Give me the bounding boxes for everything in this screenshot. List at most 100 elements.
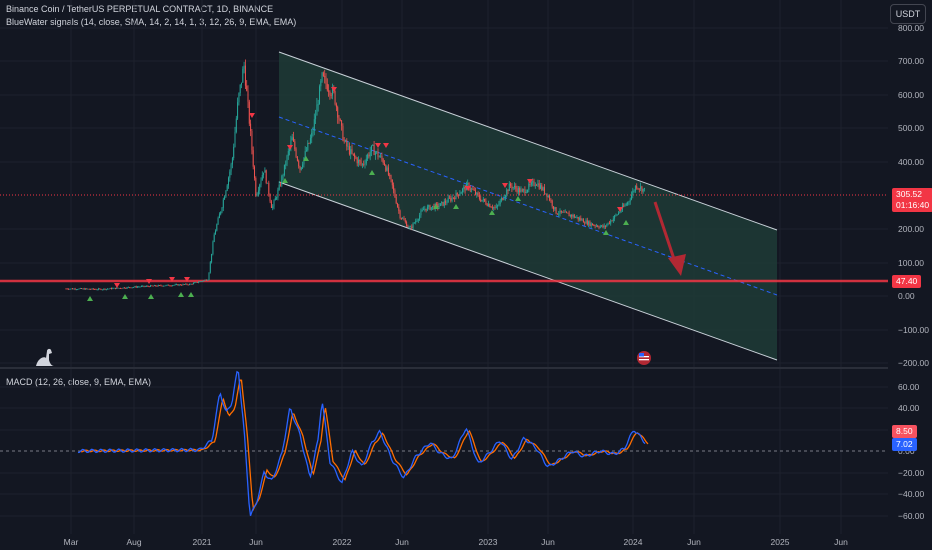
channel-lower-line[interactable] xyxy=(278,181,778,361)
currency-button[interactable]: USDT xyxy=(890,4,926,24)
candle-body xyxy=(575,217,577,219)
candle-body xyxy=(571,214,573,217)
candle-body xyxy=(519,188,521,193)
candle-body xyxy=(199,281,201,283)
candle-body xyxy=(420,211,422,216)
candle-body xyxy=(126,287,128,289)
candle-body xyxy=(269,194,271,202)
candle-body xyxy=(378,156,380,158)
candle-body xyxy=(601,225,603,227)
candle-body xyxy=(508,183,510,192)
candle-body xyxy=(430,207,432,210)
candle-body xyxy=(350,149,352,155)
candle-body xyxy=(198,282,200,283)
price-axis[interactable]: 800.00 700.00 600.00 500.00 400.00 200.0… xyxy=(892,0,932,368)
candle-body xyxy=(191,283,193,285)
candle-body xyxy=(413,222,415,224)
candle-body xyxy=(524,189,526,193)
macd-line[interactable] xyxy=(77,370,646,517)
channel-upper-line[interactable] xyxy=(278,51,778,231)
candle-body xyxy=(202,281,203,282)
candle-body xyxy=(441,201,443,204)
candle-body xyxy=(562,211,564,213)
candle-body xyxy=(111,288,112,289)
candle-body xyxy=(437,203,439,208)
time-tick: Mar xyxy=(63,537,79,547)
candle-body xyxy=(460,192,462,194)
candle-body xyxy=(320,81,322,87)
candle-body xyxy=(402,218,404,220)
candle-body xyxy=(229,171,231,178)
candle-body xyxy=(454,197,456,200)
candle-body xyxy=(87,288,89,290)
candle-body xyxy=(486,204,488,206)
last-price-value: 305.52 xyxy=(896,189,922,199)
candle-body xyxy=(251,131,253,151)
macd-signal-tag: 8.50 xyxy=(892,425,917,438)
candle-body xyxy=(516,188,518,193)
candle-body xyxy=(553,206,554,210)
candle-body xyxy=(304,151,306,158)
candle-body xyxy=(270,201,272,208)
candle-body xyxy=(124,287,125,289)
time-tick: 2021 xyxy=(192,537,212,547)
candle-body xyxy=(502,198,504,200)
candle-body xyxy=(200,281,202,282)
candle-body xyxy=(246,85,248,91)
projection-arrow[interactable] xyxy=(653,201,686,276)
candle-body xyxy=(231,158,233,165)
indicator-legend[interactable]: BlueWater signals (14, close, SMA, 14, 2… xyxy=(6,17,297,27)
candle-body xyxy=(507,189,509,192)
candle-body xyxy=(278,184,280,190)
macd-axis[interactable]: 60.00 40.00 0.00 −20.00 −40.00 −60.00 xyxy=(892,0,932,534)
candle-body xyxy=(90,289,92,290)
symbol-title[interactable]: Binance Coin / TetherUS PERPETUAL CONTRA… xyxy=(6,4,274,14)
candle-body xyxy=(254,166,255,178)
candle-body xyxy=(503,197,505,200)
candle-body xyxy=(589,221,591,226)
price-tick: 600.00 xyxy=(898,90,924,100)
candle-body xyxy=(192,282,194,285)
candle-body xyxy=(450,198,452,201)
regression-channel[interactable] xyxy=(279,52,777,360)
candle-body xyxy=(367,154,369,159)
candle-body xyxy=(634,185,636,191)
candle-body xyxy=(95,289,97,291)
candle-body xyxy=(81,288,83,290)
macd-signal-line[interactable] xyxy=(80,379,649,512)
candle-body xyxy=(241,82,242,85)
candle-body xyxy=(281,176,283,186)
candle-body xyxy=(277,189,279,198)
candle-body xyxy=(633,190,635,192)
candle-body xyxy=(579,218,580,220)
candle-body xyxy=(255,177,257,196)
candle-body xyxy=(595,225,597,227)
sell-signal-icon xyxy=(249,113,255,118)
candle-body xyxy=(159,285,161,286)
candle-body xyxy=(469,188,471,190)
candle-body xyxy=(137,286,138,288)
candle-body xyxy=(337,107,339,118)
price-chart[interactable] xyxy=(0,0,888,534)
candle-body xyxy=(109,288,111,289)
last-price-tag: 305.52 01:16:40 xyxy=(892,188,932,212)
time-axis[interactable]: Mar Aug 2021 Jun 2022 Jun 2023 Jun 2024 … xyxy=(0,534,890,550)
us-flag-icon[interactable] xyxy=(637,351,651,365)
candle-body xyxy=(356,158,358,164)
candle-body xyxy=(625,204,627,206)
price-tick: 200.00 xyxy=(898,224,924,234)
macd-legend[interactable]: MACD (12, 26, close, 9, EMA, EMA) xyxy=(6,377,152,387)
candle-body xyxy=(66,288,68,290)
buy-signal-icon xyxy=(453,204,459,209)
candle-body xyxy=(419,215,421,220)
candle-body xyxy=(637,188,639,190)
candle-body xyxy=(272,206,274,208)
candle-body xyxy=(85,288,86,290)
candle-body xyxy=(632,190,634,196)
candle-body xyxy=(215,230,216,235)
sell-signal-icon xyxy=(375,143,381,148)
candle-body xyxy=(621,205,623,211)
candle-body xyxy=(259,184,261,191)
candle-body xyxy=(94,289,96,290)
candle-body xyxy=(484,198,486,202)
